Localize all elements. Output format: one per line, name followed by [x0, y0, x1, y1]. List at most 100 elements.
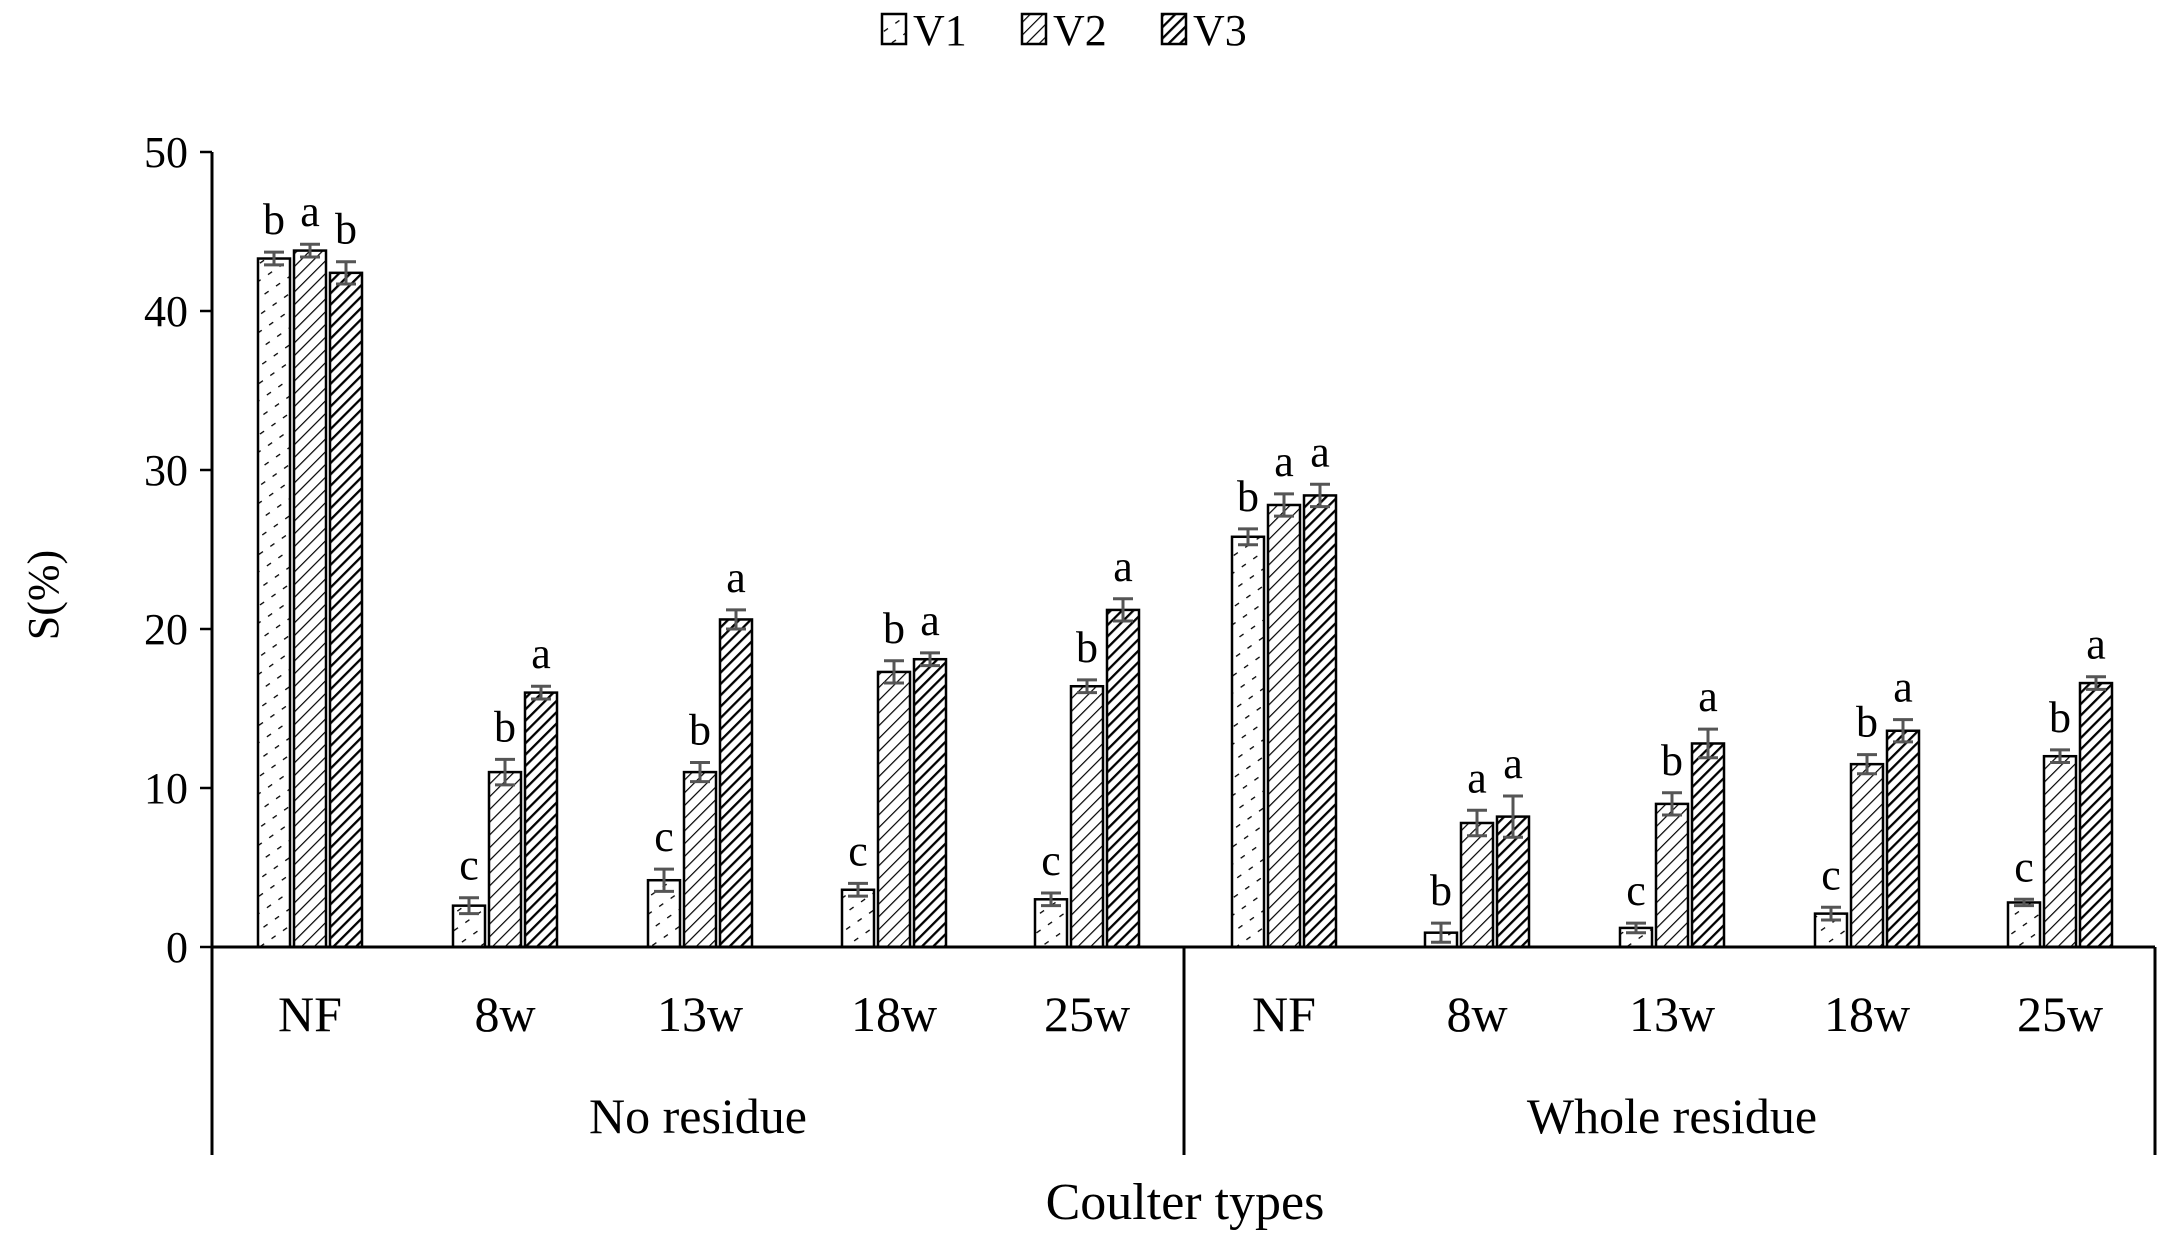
error-bar-v3	[1893, 718, 1913, 744]
x-axis-labels: NF 8w 13w 18w 25w No residue NF 8w 13w 18w 25w Whol…	[278, 986, 2103, 1144]
y-tick-label: 30	[144, 446, 188, 495]
x-category-label: 25w	[1044, 986, 1130, 1042]
y-tick-label: 20	[144, 605, 188, 654]
y-tick-label: 50	[144, 128, 188, 177]
legend-item-v1: V1	[880, 6, 967, 55]
legend-item-v2: V2	[1020, 6, 1107, 55]
significance-letter-v3: a	[1503, 739, 1523, 788]
significance-letter-v2: b	[2049, 693, 2071, 742]
bar-v2	[682, 770, 718, 949]
legend-swatch-v2	[1020, 12, 1048, 46]
error-bar-v1	[1626, 921, 1646, 935]
y-tick-label: 40	[144, 287, 188, 336]
error-bar-v1	[459, 896, 479, 916]
bar-v2	[2042, 754, 2078, 949]
error-bar-v2	[495, 757, 515, 787]
error-bars	[264, 242, 2106, 944]
significance-letter-v1: c	[1626, 866, 1646, 915]
significance-letter-v2: b	[494, 702, 516, 751]
significance-letter-v1: c	[1041, 836, 1061, 885]
bar-v3	[2078, 681, 2114, 949]
bar-v2	[1459, 821, 1495, 949]
error-bar-v2	[1467, 808, 1487, 838]
significance-letter-v3: a	[2086, 620, 2106, 669]
error-bar-v2	[1077, 678, 1097, 695]
significance-letter-v3: a	[1310, 427, 1330, 476]
error-bar-v2	[1662, 791, 1682, 817]
legend-item-v3: V3	[1160, 6, 1247, 55]
bar-v3	[1690, 742, 1726, 949]
error-bar-v2	[1857, 753, 1877, 776]
error-bar-v2	[2050, 748, 2070, 765]
bar-v1	[2006, 901, 2042, 949]
error-bar-v3	[920, 651, 940, 668]
significance-letter-v2: a	[1274, 437, 1294, 486]
significance-letter-v1: c	[459, 841, 479, 890]
significance-letter-v3: b	[335, 205, 357, 254]
bar-v2	[292, 249, 328, 949]
error-bar-v3	[531, 684, 551, 701]
error-bar-v1	[2014, 897, 2034, 908]
bar-v3	[523, 691, 559, 949]
x-group-label: No residue	[589, 1088, 807, 1144]
error-bar-v2	[300, 242, 320, 259]
error-bar-v1	[264, 250, 284, 267]
significance-letter-v3: a	[1113, 542, 1133, 591]
error-bar-v3	[1698, 727, 1718, 760]
significance-letter-v2: a	[300, 187, 320, 236]
significance-letter-v1: b	[1430, 866, 1452, 915]
x-group-label: Whole residue	[1527, 1088, 1817, 1144]
significance-letter-v1: c	[654, 812, 674, 861]
legend-swatch-v1	[880, 12, 908, 46]
significance-letter-v1: c	[848, 826, 868, 875]
bar-v2	[1266, 503, 1302, 949]
legend-label-v1: V1	[913, 6, 967, 55]
error-bar-v1	[1431, 921, 1451, 944]
significance-letter-v2: b	[1076, 623, 1098, 672]
y-axis: 0 10 20 30 40 50	[144, 128, 212, 972]
error-bar-v3	[1310, 482, 1330, 509]
x-category-label: 13w	[657, 986, 743, 1042]
significance-letter-v2: b	[689, 706, 711, 755]
legend-label-v2: V2	[1053, 6, 1107, 55]
x-category-label: NF	[278, 986, 342, 1042]
legend-label-v3: V3	[1193, 6, 1247, 55]
error-bar-v3	[336, 260, 356, 286]
bars	[256, 249, 2114, 949]
legend: V1 V2 V3	[880, 6, 1247, 55]
error-bar-v2	[690, 761, 710, 784]
y-tick-label: 10	[144, 764, 188, 813]
bar-v3	[1885, 729, 1921, 949]
bar-v3	[1302, 494, 1338, 949]
bar-v3	[1105, 608, 1141, 949]
x-category-label: 25w	[2017, 986, 2103, 1042]
bar-v1	[840, 888, 876, 949]
x-category-label: NF	[1252, 986, 1316, 1042]
error-bar-v1	[1821, 905, 1841, 922]
error-bar-v2	[1274, 492, 1294, 518]
significance-letter-v2: b	[1661, 736, 1683, 785]
bar-v3	[718, 618, 754, 949]
bar-v3	[912, 657, 948, 949]
error-bar-v3	[726, 608, 746, 631]
x-category-label: 13w	[1629, 986, 1715, 1042]
x-category-label: 8w	[474, 986, 535, 1042]
error-bar-v1	[654, 867, 674, 893]
significance-letter-v3: a	[920, 596, 940, 645]
bar-v2	[487, 770, 523, 949]
x-category-label: 8w	[1446, 986, 1507, 1042]
error-bar-v1	[848, 881, 868, 898]
significance-letter-v3: a	[1698, 672, 1718, 721]
significance-letter-v1: c	[2014, 842, 2034, 891]
significance-letter-v2: b	[883, 604, 905, 653]
x-category-label: 18w	[851, 986, 937, 1042]
bar-v1	[256, 257, 292, 949]
error-bar-v1	[1238, 527, 1258, 547]
significance-letter-v3: a	[726, 553, 746, 602]
y-tick-label: 0	[166, 923, 188, 972]
error-bar-v2	[884, 659, 904, 685]
significance-letter-v1: b	[1237, 472, 1259, 521]
bar-v2	[1849, 762, 1885, 949]
